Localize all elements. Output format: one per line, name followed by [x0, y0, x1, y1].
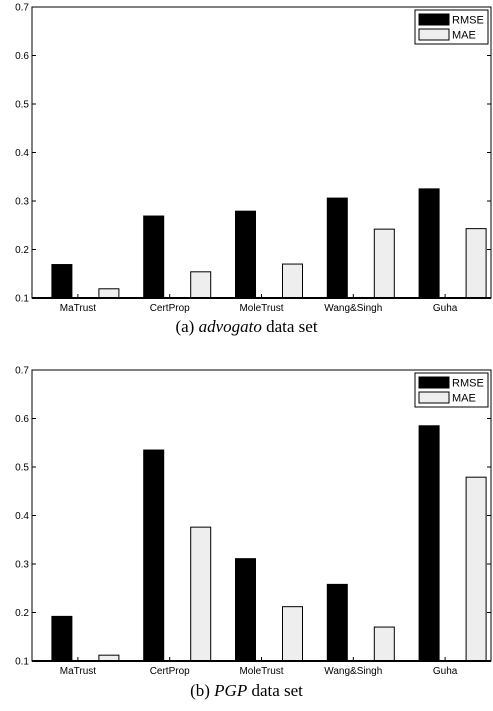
bar-mae-certprop: [190, 271, 212, 299]
caption-dataset-name: PGP: [213, 681, 247, 700]
x-tick-label: CertProp: [150, 303, 190, 314]
y-tick-label: 0.5: [15, 100, 29, 111]
bar-mae-wangsingh: [373, 626, 395, 662]
legend-label-mae: MAE: [452, 30, 476, 42]
y-tick-label: 0.3: [15, 560, 29, 571]
y-tick-label: 0.1: [15, 294, 29, 305]
y-tick-label: 0.1: [15, 657, 29, 668]
y-tick-label: 0.6: [15, 51, 29, 62]
bar-rmse-certprop: [143, 215, 165, 299]
legend-swatch-rmse: [418, 13, 450, 26]
bar-mae-moletrust: [282, 606, 303, 662]
bar-rmse-guha: [418, 425, 440, 662]
bar-mae-guha: [465, 476, 487, 662]
bar-mae-guha: [465, 228, 487, 299]
bar-mae-moletrust: [282, 263, 303, 299]
legend-label-rmse: RMSE: [452, 378, 484, 390]
x-tick-label: MaTrust: [60, 666, 97, 677]
bar-rmse-moletrust: [235, 558, 256, 662]
legend-label-mae: MAE: [452, 393, 476, 405]
y-tick-label: 0.5: [15, 463, 29, 474]
bar-mae-wangsingh: [373, 228, 395, 299]
caption-suffix: data set: [247, 681, 303, 700]
legend-swatch-rmse: [418, 376, 450, 389]
bar-rmse-wangsingh: [326, 583, 348, 662]
x-tick-label: Wang&Singh: [324, 666, 382, 677]
bar-rmse-matrust: [51, 264, 73, 299]
bar-rmse-wangsingh: [326, 197, 348, 299]
y-tick-label: 0.7: [15, 366, 29, 377]
y-tick-label: 0.2: [15, 245, 29, 256]
panel-caption: (a) advogato data set: [175, 317, 317, 336]
bar-rmse-moletrust: [235, 210, 256, 299]
y-tick-label: 0.2: [15, 608, 29, 619]
panel-caption: (b) PGP data set: [190, 681, 303, 700]
bar-rmse-certprop: [143, 449, 165, 662]
y-tick-label: 0.3: [15, 197, 29, 208]
x-tick-label: MoleTrust: [239, 303, 283, 314]
chart-panel-pgp: 0.1 0.2 0.3 0.4 0.5 0.6 0.7 MaTrust CertProp Mole…: [15, 366, 492, 700]
y-tick-label: 0.4: [15, 511, 29, 522]
bar-rmse-matrust: [51, 615, 73, 662]
legend-swatch-mae: [418, 28, 450, 41]
bar-mae-matrust: [98, 288, 120, 299]
x-tick-label: CertProp: [150, 666, 190, 677]
x-tick-label: MoleTrust: [239, 666, 283, 677]
x-tick-label: MaTrust: [60, 303, 97, 314]
caption-prefix: (b): [190, 681, 214, 700]
y-tick-label: 0.6: [15, 414, 29, 425]
x-tick-label: Wang&Singh: [324, 303, 382, 314]
y-tick-label: 0.4: [15, 148, 29, 159]
caption-prefix: (a): [175, 317, 198, 336]
caption-dataset-name: advogato: [199, 317, 262, 336]
legend-swatch-mae: [418, 391, 450, 404]
y-tick-label: 0.7: [15, 3, 29, 14]
x-tick-label: Guha: [433, 666, 458, 677]
x-tick-label: Guha: [433, 303, 458, 314]
bar-rmse-guha: [418, 188, 440, 299]
bar-mae-certprop: [190, 526, 212, 662]
caption-suffix: data set: [262, 317, 318, 336]
legend-label-rmse: RMSE: [452, 15, 484, 27]
chart-panel-advogato: 0.1 0.2 0.3 0.4 0.5 0.6 0.7 MaTrust CertProp Mole…: [15, 3, 492, 336]
